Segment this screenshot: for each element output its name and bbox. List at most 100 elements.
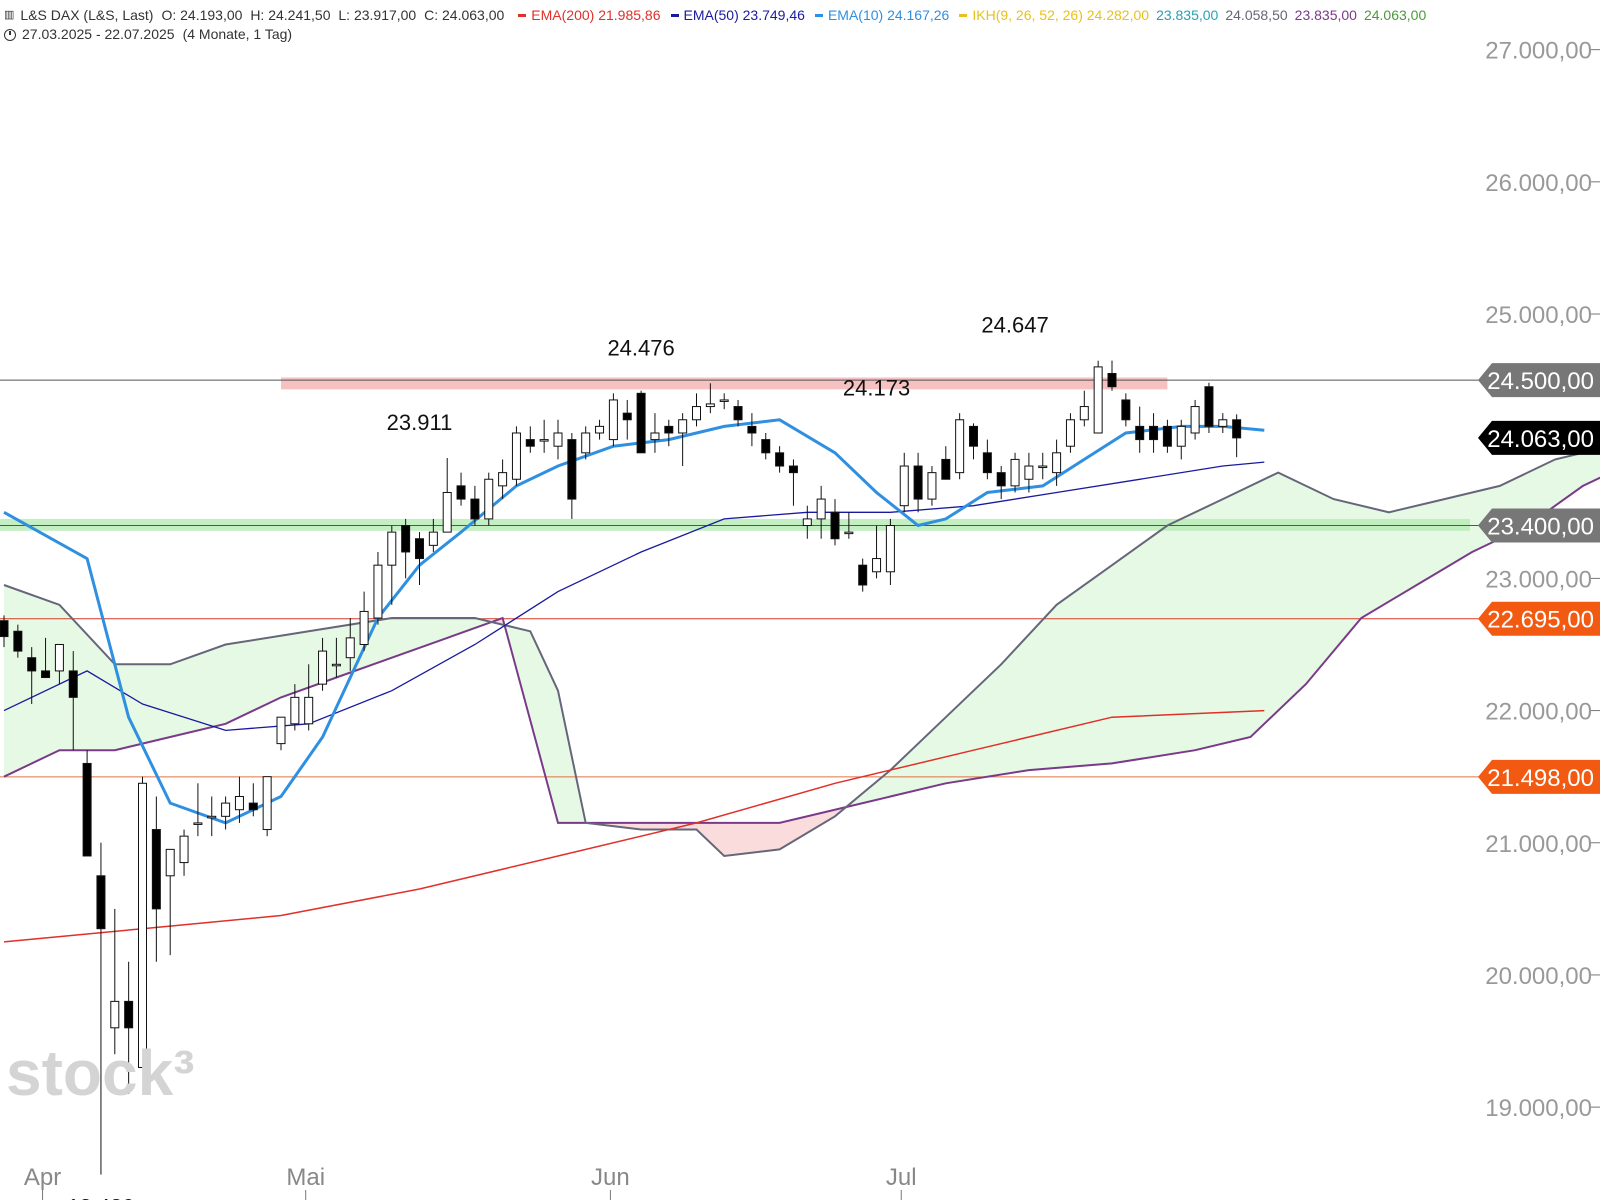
candle bbox=[68, 651, 78, 751]
ema10-swatch-icon bbox=[814, 14, 823, 17]
ema200-line bbox=[3, 709, 1265, 943]
candle bbox=[788, 459, 798, 506]
candle bbox=[1121, 393, 1131, 427]
candle-body bbox=[138, 782, 147, 1068]
ema10-value: 24.167,26 bbox=[887, 7, 950, 23]
candles bbox=[0, 360, 1242, 1175]
candle-body bbox=[415, 538, 424, 560]
candle bbox=[899, 452, 909, 513]
ema200-label: EMA(200) bbox=[531, 7, 595, 23]
price-tag bbox=[1478, 420, 1600, 455]
candle-body bbox=[304, 696, 314, 725]
price-zones bbox=[0, 377, 1470, 531]
candle bbox=[82, 750, 92, 857]
span-b-line bbox=[3, 476, 1600, 824]
legend-ikh[interactable]: IKH(9, 26, 52, 26) 24.282,00 23.835,00 2… bbox=[959, 6, 1426, 25]
candle-body bbox=[747, 425, 757, 434]
candle-body bbox=[802, 518, 812, 527]
candle-body bbox=[996, 472, 1006, 487]
candle bbox=[470, 485, 480, 526]
candle bbox=[1024, 452, 1034, 493]
candle bbox=[54, 643, 64, 685]
candle-body bbox=[1093, 366, 1103, 434]
y-tick-label: 26.000,00 bbox=[1485, 170, 1592, 197]
candle-body bbox=[581, 432, 591, 454]
ohlc-values: O: 24.193,00 H: 24.241,50 L: 23.917,00 C… bbox=[161, 6, 508, 25]
clock-icon bbox=[4, 28, 16, 41]
x-tick-label: Apr bbox=[24, 1164, 61, 1191]
candle-body bbox=[331, 663, 341, 667]
candle bbox=[636, 390, 646, 454]
candle-body bbox=[664, 425, 674, 434]
candle-body bbox=[844, 531, 854, 535]
high-value: H: 24.241,50 bbox=[250, 7, 331, 23]
price-tag bbox=[1478, 363, 1600, 398]
x-tick-label: Jun bbox=[591, 1164, 630, 1191]
candle bbox=[1079, 390, 1089, 427]
x-tick-label: Mai bbox=[286, 1164, 325, 1191]
candle bbox=[1052, 439, 1062, 486]
low-value: L: 23.917,00 bbox=[338, 7, 417, 23]
candle-body bbox=[858, 564, 868, 586]
candle bbox=[511, 426, 521, 486]
resistance-zone bbox=[281, 377, 1168, 390]
price-tag-label: 23.400,00 bbox=[1487, 514, 1594, 541]
candle-body bbox=[1135, 425, 1145, 441]
candle bbox=[525, 426, 535, 453]
support-zone bbox=[0, 518, 1470, 531]
candle bbox=[165, 848, 175, 956]
candle-body bbox=[318, 650, 328, 685]
cloud-segment bbox=[585, 808, 842, 856]
candle-body bbox=[511, 432, 521, 480]
candle bbox=[401, 518, 411, 579]
candle-body bbox=[1079, 406, 1089, 421]
candle-body bbox=[1190, 406, 1200, 434]
candle bbox=[650, 413, 660, 453]
candle-body bbox=[345, 637, 355, 659]
candle bbox=[234, 776, 244, 823]
candle-body bbox=[608, 399, 618, 441]
ema50-label: EMA(50) bbox=[683, 7, 739, 23]
candle-body bbox=[816, 498, 826, 520]
candle bbox=[415, 532, 424, 585]
legend-ema10[interactable]: EMA(10) 24.167,26 bbox=[814, 6, 950, 25]
candle-body bbox=[830, 511, 840, 540]
candle-body bbox=[761, 439, 771, 454]
candle bbox=[138, 776, 147, 1068]
legend-ema200[interactable]: EMA(200) 21.985,86 bbox=[518, 6, 661, 25]
candle bbox=[456, 472, 466, 506]
candle-body bbox=[290, 696, 300, 725]
candle-body bbox=[68, 670, 78, 698]
candle bbox=[331, 637, 341, 678]
candle-body bbox=[470, 498, 480, 520]
candle-body bbox=[1024, 465, 1034, 480]
candle bbox=[567, 432, 577, 519]
price-tag-label: 22.695,00 bbox=[1487, 607, 1594, 634]
candle-body bbox=[1232, 419, 1242, 439]
candle-body bbox=[1052, 452, 1062, 474]
ema50-swatch-icon bbox=[670, 14, 679, 17]
y-tick-label: 21.000,00 bbox=[1485, 831, 1592, 858]
chart-type-icon[interactable]: ▥ bbox=[4, 9, 15, 21]
candle bbox=[1149, 413, 1159, 453]
candle bbox=[1135, 406, 1145, 453]
candle bbox=[747, 413, 757, 447]
candle bbox=[830, 499, 840, 546]
candle bbox=[41, 637, 51, 679]
candle bbox=[705, 383, 715, 414]
candle bbox=[955, 413, 965, 480]
price-annotation: 23.911 bbox=[387, 410, 453, 435]
y-tick-label: 23.000,00 bbox=[1485, 566, 1592, 593]
legend-ema50[interactable]: EMA(50) 23.749,46 bbox=[670, 6, 805, 25]
candle bbox=[110, 908, 120, 1055]
candle-body bbox=[96, 875, 106, 930]
ema50-line bbox=[3, 461, 1265, 732]
candle bbox=[262, 776, 272, 837]
candle bbox=[553, 419, 563, 460]
ikh-value: 24.282,00 bbox=[1086, 7, 1150, 23]
ema200-value: 21.985,86 bbox=[598, 7, 661, 23]
candle-body bbox=[1218, 419, 1228, 427]
candle-body bbox=[705, 403, 715, 408]
candle-body bbox=[124, 1000, 134, 1029]
